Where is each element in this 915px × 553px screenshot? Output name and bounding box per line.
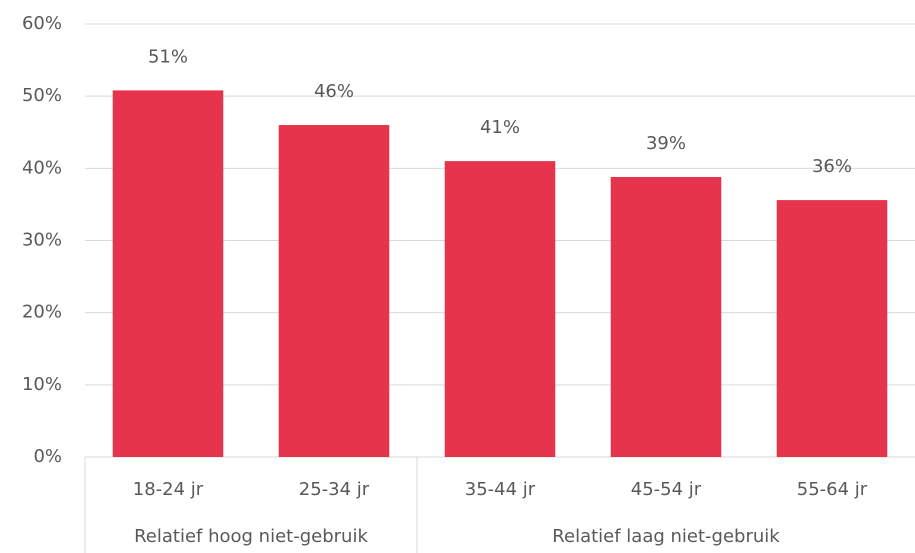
data-label: 41% bbox=[480, 117, 520, 138]
data-label: 51% bbox=[148, 46, 188, 67]
y-tick-label: 40% bbox=[22, 157, 62, 178]
data-label: 36% bbox=[812, 156, 852, 177]
y-tick-label: 20% bbox=[22, 302, 62, 323]
bar bbox=[112, 90, 224, 457]
bar bbox=[776, 200, 888, 457]
y-tick-label: 0% bbox=[33, 446, 62, 467]
data-label: 46% bbox=[314, 81, 354, 102]
y-tick-label: 60% bbox=[22, 13, 62, 34]
data-label: 39% bbox=[646, 133, 686, 154]
y-tick-label: 10% bbox=[22, 374, 62, 395]
x-tick-label: 55-64 jr bbox=[797, 479, 868, 500]
bar bbox=[610, 176, 722, 457]
x-tick-label: 35-44 jr bbox=[465, 479, 536, 500]
y-tick-label: 50% bbox=[22, 85, 62, 106]
bar bbox=[444, 161, 556, 457]
group-label: Relatief laag niet-gebruik bbox=[552, 526, 780, 547]
bar bbox=[278, 125, 390, 458]
group-label: Relatief hoog niet-gebruik bbox=[134, 526, 368, 547]
x-tick-label: 45-54 jr bbox=[631, 479, 702, 500]
x-tick-label: 18-24 jr bbox=[133, 479, 204, 500]
y-tick-label: 30% bbox=[22, 230, 62, 251]
x-tick-label: 25-34 jr bbox=[299, 479, 370, 500]
